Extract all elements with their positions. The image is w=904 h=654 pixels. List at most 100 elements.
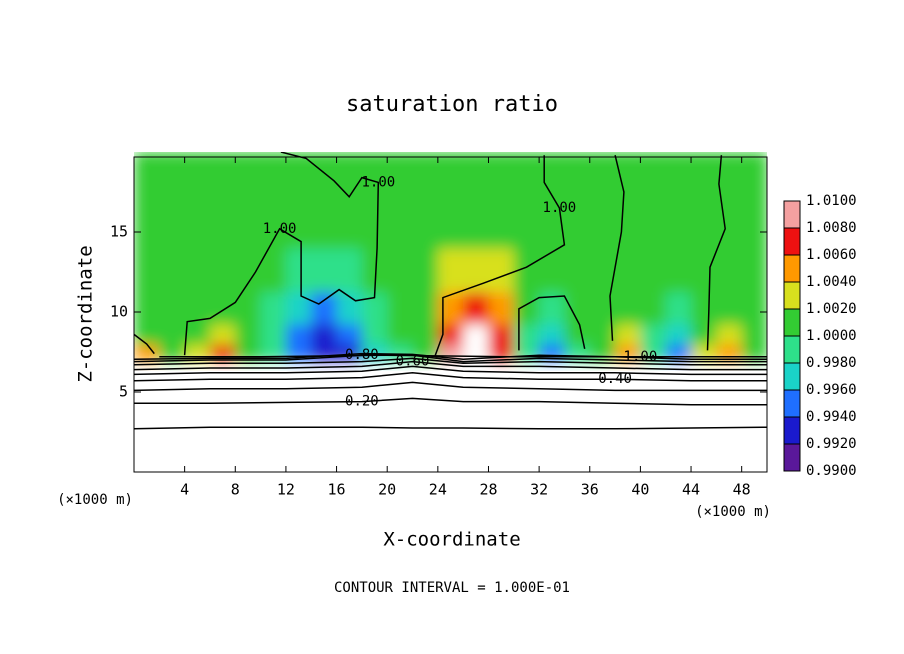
contour-line	[134, 426, 767, 430]
field-cell	[184, 248, 211, 293]
field-cell	[159, 324, 186, 345]
x-tick-label: 16	[328, 481, 346, 499]
field-cell	[640, 200, 667, 249]
field-cell	[437, 248, 464, 293]
field-cell	[589, 152, 616, 201]
field-cell	[665, 152, 692, 201]
field-cell	[488, 200, 515, 249]
x-tick-label: 8	[231, 481, 240, 499]
field-cell	[361, 324, 388, 345]
y-tick-label: 10	[110, 303, 128, 321]
contour-label: 1.00	[624, 349, 658, 365]
field-cell	[134, 292, 160, 325]
overlay: 0.200.400.600.801.001.001.001.004 8 12 16 20…	[110, 156, 857, 499]
field-cell	[311, 152, 338, 201]
field-cell	[463, 200, 489, 249]
field-cell	[387, 200, 414, 249]
contour-label: 0.40	[598, 371, 632, 387]
field-cell	[209, 324, 236, 345]
field-cell	[260, 152, 287, 201]
contour-line	[134, 381, 767, 392]
colorbar-label: 1.0040	[806, 274, 857, 290]
field-cell	[564, 152, 591, 201]
field-cell	[159, 248, 186, 293]
colorbar-label: 0.9900	[806, 463, 857, 479]
field-cell	[463, 292, 489, 325]
field-cell	[615, 324, 641, 345]
field-cell	[412, 152, 439, 201]
colorbar-swatch	[784, 282, 800, 309]
field-cell	[336, 248, 363, 293]
field-cell	[564, 248, 591, 293]
x-tick-label: 28	[479, 481, 497, 499]
field	[134, 152, 767, 361]
field-cell	[741, 152, 767, 201]
field-cell	[311, 200, 338, 249]
x-tick-label: 12	[277, 481, 295, 499]
contour-label: 1.00	[361, 174, 395, 190]
field-cell	[235, 292, 262, 325]
field-cell	[311, 248, 338, 293]
contour-label: 1.00	[543, 200, 577, 216]
colorbar-swatch	[784, 309, 800, 336]
field-cell	[285, 292, 312, 325]
colorbar-swatch	[784, 228, 800, 255]
colorbar-swatch	[784, 390, 800, 417]
contour-line	[134, 365, 767, 376]
contour-label: 0.20	[345, 394, 379, 410]
field-cell	[184, 200, 211, 249]
field-cell	[716, 324, 743, 345]
colorbar-label: 1.0000	[806, 328, 857, 344]
field-cell	[589, 200, 616, 249]
x-tick-label: 20	[378, 481, 396, 499]
field-cell	[361, 344, 388, 361]
contour-line	[134, 397, 767, 406]
y-tick-label: 5	[119, 383, 128, 401]
contour-line	[134, 360, 767, 371]
field-cell	[691, 344, 717, 361]
field-cell	[134, 248, 160, 293]
field-cell	[437, 324, 464, 345]
x-tick-label: 36	[581, 481, 599, 499]
field-cell	[235, 152, 262, 201]
field-cell	[615, 248, 641, 293]
field-cell	[539, 324, 565, 345]
field-cell	[412, 324, 439, 345]
colorbar-swatch	[784, 201, 800, 228]
field-cell	[437, 292, 464, 325]
field-cell	[513, 324, 540, 345]
colorbar-swatch	[784, 255, 800, 282]
field-cell	[615, 292, 641, 325]
field-cell	[741, 324, 767, 345]
field-cell	[665, 200, 692, 249]
field-cell	[336, 152, 363, 201]
field-cell	[311, 324, 338, 345]
x-tick-label: 40	[631, 481, 649, 499]
plot-frame	[133, 156, 768, 473]
contour-label: 1.00	[263, 221, 297, 237]
field-cell	[209, 292, 236, 325]
field-cell	[564, 324, 591, 345]
field-cell	[691, 200, 717, 249]
field-cell	[716, 248, 743, 293]
field-cell	[437, 152, 464, 201]
contour-label: 0.60	[396, 354, 430, 370]
field-cell	[716, 292, 743, 325]
field-cell	[336, 324, 363, 345]
y-axis-label: Z-coordinate	[75, 245, 97, 382]
field-cell	[184, 152, 211, 201]
field-cell	[159, 200, 186, 249]
field-cell	[134, 152, 160, 201]
field-cell	[691, 152, 717, 201]
footer-note: CONTOUR INTERVAL = 1.000E-01	[334, 580, 570, 596]
field-cell	[387, 292, 414, 325]
colorbar-swatch	[784, 363, 800, 390]
field-cell	[640, 248, 667, 293]
field-cell	[311, 292, 338, 325]
x-unit: (×1000 m)	[695, 504, 771, 520]
field-cell	[209, 248, 236, 293]
field-cell	[640, 152, 667, 201]
field-cell	[488, 324, 515, 345]
colorbar-swatch	[784, 417, 800, 444]
colorbar-label: 0.9980	[806, 355, 857, 371]
